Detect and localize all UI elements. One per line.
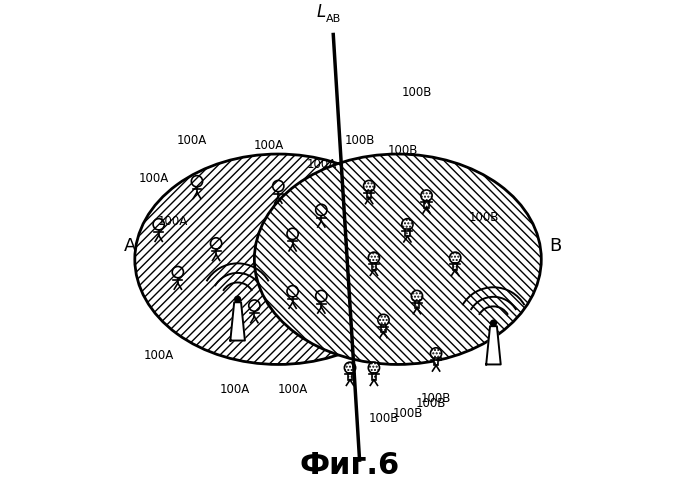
Text: 100B: 100B [416,396,447,409]
Circle shape [235,297,240,302]
Circle shape [378,315,389,326]
Text: 100B: 100B [387,143,418,156]
Circle shape [402,219,413,230]
Polygon shape [230,302,245,341]
Text: 100A: 100A [277,382,308,395]
Text: Фиг.6: Фиг.6 [300,451,400,479]
Circle shape [344,363,356,374]
Text: A: A [124,236,136,255]
FancyBboxPatch shape [372,263,376,270]
Text: 100A: 100A [139,172,169,185]
Text: 100A: 100A [144,348,174,362]
FancyBboxPatch shape [414,302,419,308]
Text: L: L [316,3,326,21]
Circle shape [491,321,496,326]
Circle shape [430,348,442,359]
Text: 100B: 100B [392,406,423,419]
Text: 100B: 100B [469,210,499,223]
Text: 100A: 100A [306,158,337,171]
Ellipse shape [135,155,421,365]
Circle shape [412,291,423,302]
FancyBboxPatch shape [367,192,371,198]
Text: 100A: 100A [253,139,284,151]
Circle shape [368,363,379,374]
Polygon shape [486,327,500,365]
FancyBboxPatch shape [382,325,386,332]
FancyBboxPatch shape [372,373,376,380]
Text: 100B: 100B [402,86,432,99]
Text: 100A: 100A [177,134,207,147]
FancyBboxPatch shape [348,373,352,380]
Text: 100B: 100B [344,134,374,147]
Circle shape [421,191,432,202]
Ellipse shape [254,155,541,365]
FancyBboxPatch shape [453,263,457,270]
FancyBboxPatch shape [434,359,438,365]
Text: 100B: 100B [368,411,399,424]
Text: AB: AB [326,14,342,24]
Text: 100A: 100A [220,382,251,395]
Text: B: B [550,236,562,255]
Text: 100B: 100B [421,392,452,405]
Circle shape [368,253,379,264]
FancyBboxPatch shape [405,230,409,237]
Circle shape [449,253,461,264]
Text: 100A: 100A [158,215,188,228]
FancyBboxPatch shape [424,201,428,208]
Circle shape [363,181,374,192]
